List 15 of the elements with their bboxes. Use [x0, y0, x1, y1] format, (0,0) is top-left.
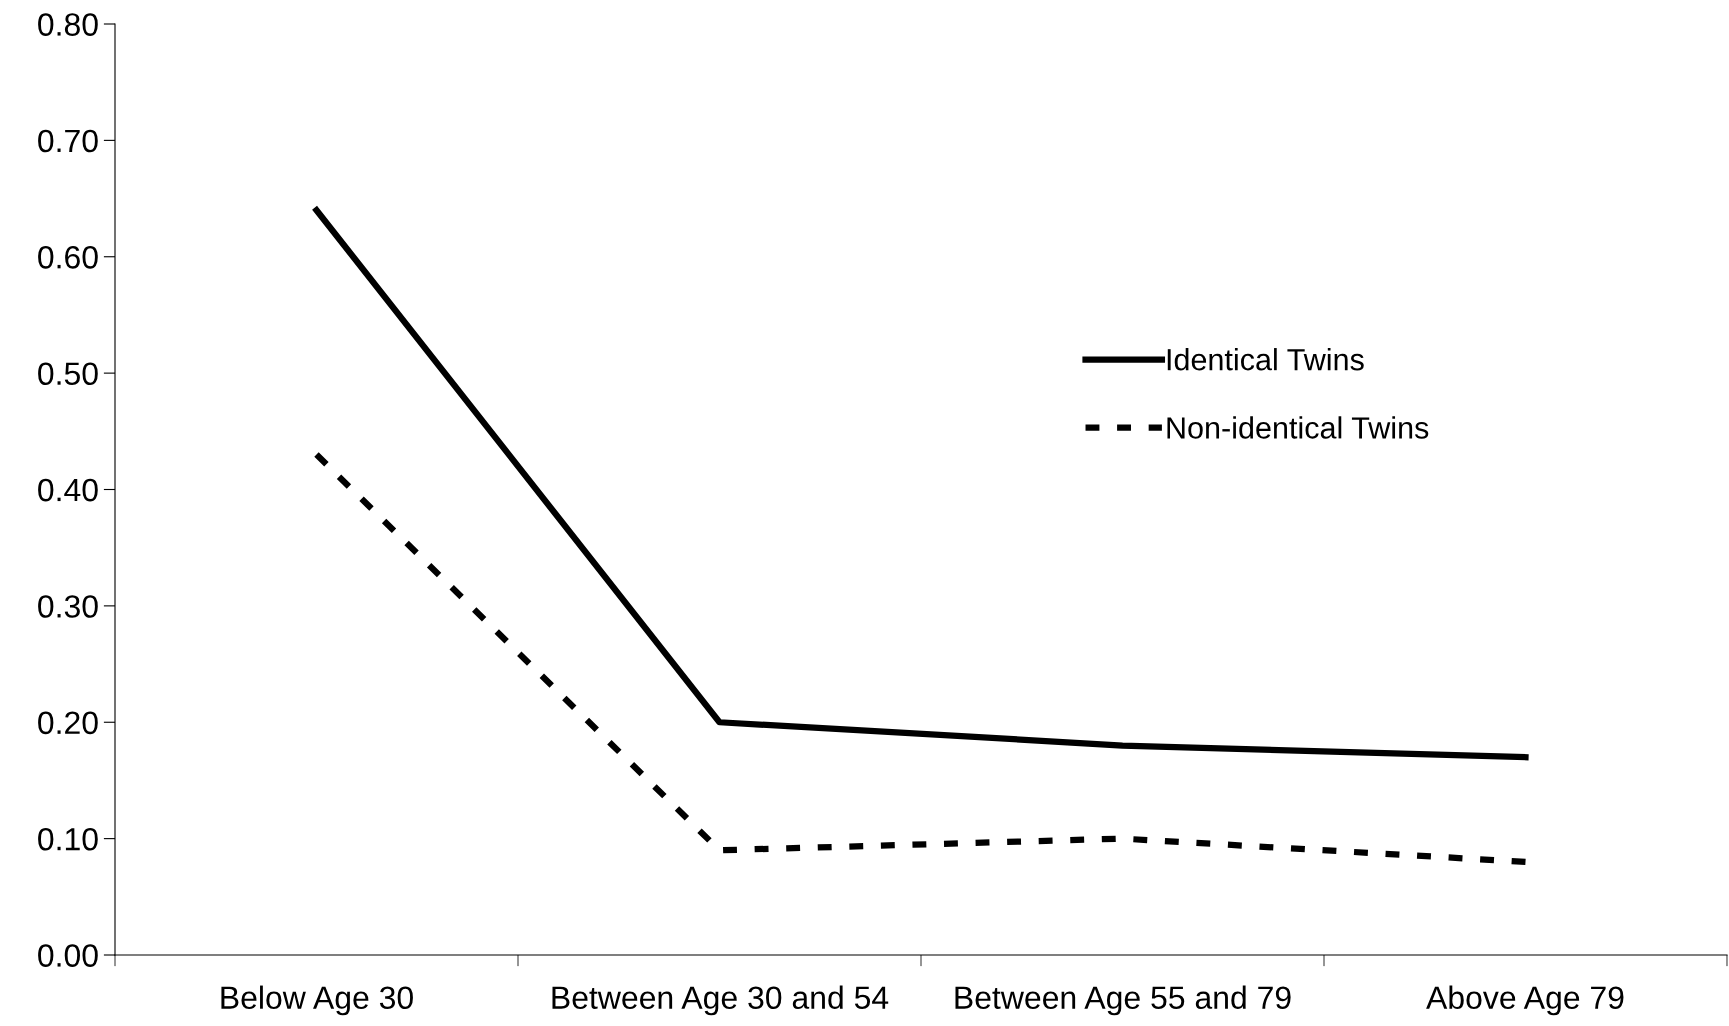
x-tick-label: Above Age 79: [1426, 985, 1624, 1016]
y-tick-label: 0.40: [38, 478, 98, 502]
y-tick-label: 0.20: [38, 711, 98, 735]
x-tick-label: Below Age 30: [221, 985, 413, 1016]
x-tick-label: Between Age 55 and 79: [955, 985, 1291, 1016]
legend-label: Identical Twins: [1167, 348, 1364, 371]
y-tick-label: 0.60: [38, 246, 98, 269]
y-tick-label: 0.50: [38, 362, 98, 386]
y-tick-label: 0.10: [38, 827, 98, 851]
x-tick-label: Between Age 30 and 54: [552, 985, 889, 1016]
legend-label: Non-identical Twins: [1167, 416, 1429, 439]
y-tick-label: 0.80: [38, 13, 98, 36]
y-tick-label: 0.00: [38, 944, 98, 967]
y-tick-label: 0.70: [38, 129, 98, 153]
y-tick-label: 0.30: [38, 595, 98, 618]
